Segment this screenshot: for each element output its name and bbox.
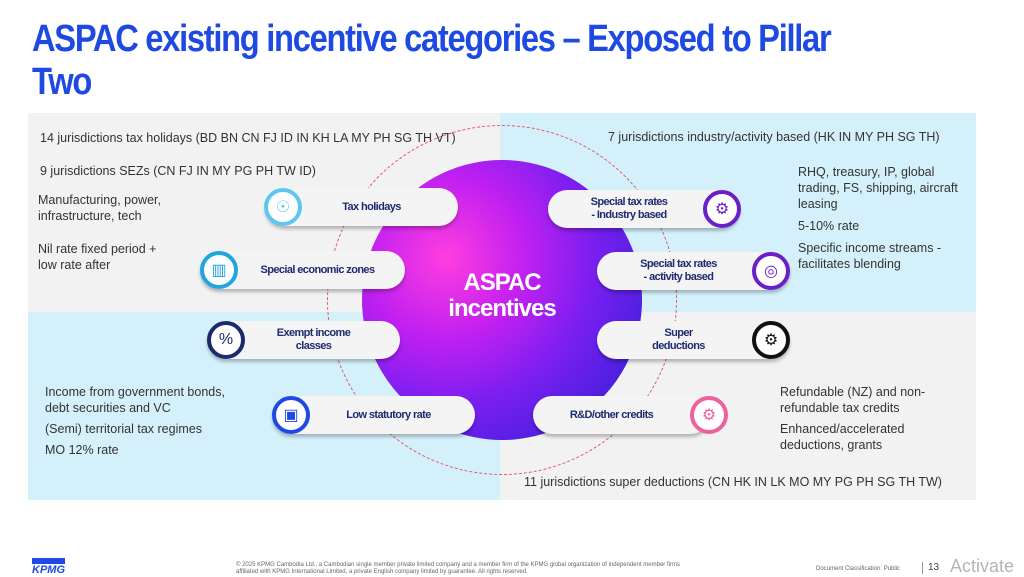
pill-label: Special tax rates - activity based [640, 258, 717, 283]
wallet-icon: ▣ [272, 396, 310, 434]
target-cycle-icon: ◎ [752, 252, 790, 290]
footer-classification: Document Classification: Public [816, 566, 901, 572]
dashed-ring [327, 125, 677, 475]
gear-money-icon: ⚙ [752, 321, 790, 359]
mo-rate-note: MO 12% rate [45, 443, 119, 457]
activate-watermark: Activate [950, 556, 1015, 576]
rate-note: 5-10% rate [798, 219, 860, 233]
center-label: ASPAC incentives [447, 270, 557, 322]
center-line2: incentives [448, 295, 556, 322]
gear-check-icon: ⚙ [703, 190, 741, 228]
gear-brain-icon: ⚙ [690, 396, 728, 434]
pill-rnd-credits[interactable]: R&D/other credits [533, 396, 710, 434]
sectors-note: Manufacturing, power, infrastructure, te… [38, 193, 161, 223]
rhq-note: RHQ, treasury, IP, global trading, FS, s… [798, 165, 958, 211]
page-number: 13 [922, 562, 939, 574]
pill-label: Low statutory rate [346, 408, 431, 421]
pill-label: R&D/other credits [569, 408, 654, 421]
sez-note: 9 jurisdictions SEZs (CN FJ IN MY PG PH … [40, 164, 316, 178]
hourglass-person-icon: ☉ [264, 188, 302, 226]
enhanced-note: Enhanced/accelerated deductions, grants [780, 422, 905, 452]
slide-title: ASPAC existing incentive categories – Ex… [32, 18, 832, 103]
pill-label: Special economic zones [260, 263, 376, 276]
credits-note: Refundable (NZ) and non-refundable tax c… [780, 385, 926, 415]
super-deductions-note: 11 jurisdictions super deductions (CN HK… [524, 475, 942, 489]
pill-label: Super deductions [652, 327, 705, 352]
bonds-note: Income from government bonds, debt secur… [45, 385, 225, 415]
territorial-note: (Semi) territorial tax regimes [45, 422, 202, 436]
center-line1: ASPAC [463, 269, 541, 296]
footer-legal: © 2025 KPMG Cambodia Ltd., a Cambodian s… [236, 562, 680, 575]
kpmg-logo: KPMG [32, 558, 65, 576]
industry-activity-note: 7 jurisdictions industry/activity based … [608, 130, 940, 144]
pill-label: Special tax rates - Industry based [590, 196, 668, 221]
blending-note: Specific income streams - facilitates bl… [798, 241, 942, 271]
tax-holidays-note: 14 jurisdictions tax holidays (BD BN CN … [40, 131, 456, 145]
pill-label: Exempt income classes [276, 327, 351, 352]
chart-down-icon: ▥ [200, 251, 238, 289]
percent-coins-icon: % [207, 321, 245, 359]
pill-label: Tax holidays [342, 200, 401, 213]
nil-rate-note: Nil rate fixed period + low rate after [38, 242, 157, 272]
